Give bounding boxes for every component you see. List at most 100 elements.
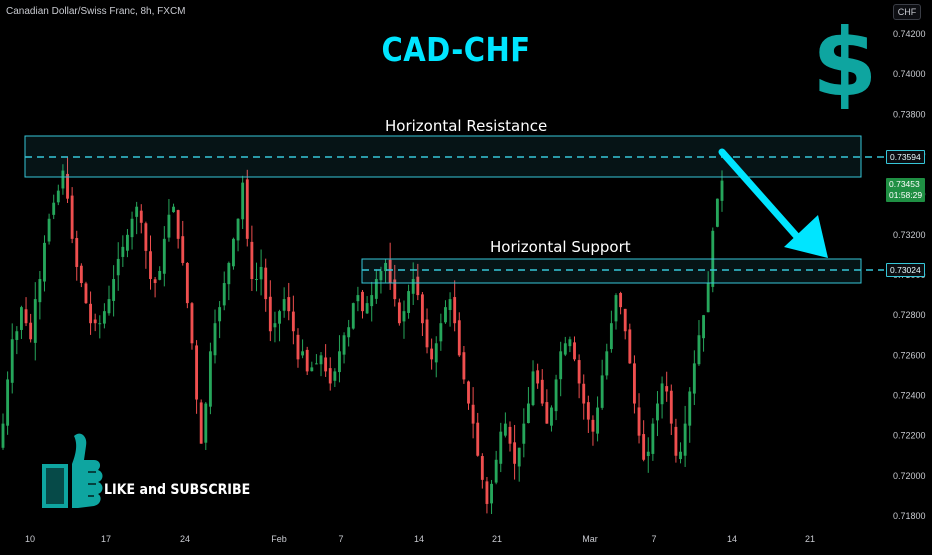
y-tick-label: 0.72000: [893, 471, 926, 481]
candle-body: [264, 267, 268, 300]
currency-button[interactable]: CHF: [893, 4, 921, 20]
candle-body: [573, 342, 576, 360]
candle-body: [245, 179, 249, 239]
candle-body: [526, 403, 530, 424]
candle-body: [305, 349, 309, 372]
candle-body: [130, 218, 134, 238]
candle-body: [453, 297, 457, 324]
candle-body: [213, 323, 217, 356]
like-subscribe-text: LIKE and SUBSCRIBE: [104, 482, 251, 498]
candle-body: [84, 283, 88, 304]
candle-body: [98, 323, 102, 325]
candle-body: [47, 218, 51, 242]
candle-body: [218, 307, 222, 322]
candle-body: [485, 481, 489, 504]
candle-body: [628, 329, 632, 364]
candle-body: [153, 279, 157, 284]
y-tick-label: 0.72600: [893, 350, 926, 360]
candle-body: [656, 403, 659, 421]
candle-body: [319, 355, 323, 365]
candle-body: [411, 279, 415, 294]
candle-body: [600, 375, 604, 408]
symbol-info: Canadian Dollar/Swiss Franc, 8h, FXCM: [6, 6, 186, 17]
candle-body: [139, 210, 143, 223]
candle-body: [563, 343, 567, 355]
candle-body: [52, 202, 56, 215]
bar-countdown: 01:58:29: [889, 190, 923, 200]
candle-body: [550, 407, 553, 426]
candle-body: [448, 299, 452, 311]
candle-body: [365, 303, 369, 314]
support-price-tag: 0.73024: [886, 263, 925, 277]
candle-body: [70, 195, 74, 239]
candle-body: [462, 352, 466, 380]
candle-body: [199, 402, 203, 444]
projection-arrow: [718, 148, 828, 258]
candle-body: [609, 323, 613, 350]
candle-body: [107, 299, 111, 314]
candle-body: [33, 299, 37, 343]
candle-body: [116, 258, 120, 276]
candle-body: [135, 206, 139, 217]
y-tick-label: 0.74200: [893, 29, 926, 39]
candle-body: [185, 262, 189, 304]
candle-body: [250, 241, 254, 280]
x-tick-label: Mar: [582, 534, 598, 544]
candle-body: [66, 173, 69, 199]
candle-body: [651, 423, 655, 454]
candle-body: [268, 296, 272, 332]
support-zone[interactable]: [361, 258, 862, 284]
candle-body: [282, 299, 286, 311]
candle-body: [480, 456, 484, 480]
candle-body: [586, 402, 590, 420]
candle-body: [388, 259, 392, 284]
support-label: Horizontal Support: [490, 238, 631, 256]
dollar-sign-icon: $: [812, 9, 878, 118]
candle-body: [172, 206, 175, 213]
candle-body: [660, 383, 664, 405]
candle-body: [379, 270, 383, 281]
candle-body: [393, 279, 397, 300]
candle-body: [577, 360, 581, 384]
chart-title: CAD-CHF: [381, 30, 531, 69]
candle-body: [232, 238, 235, 267]
y-tick-label: 0.71800: [893, 511, 926, 521]
candle-body: [149, 251, 152, 280]
candle-body: [93, 319, 97, 324]
candle-body: [702, 315, 705, 339]
x-tick-label: 21: [492, 534, 502, 544]
candle-body: [338, 351, 341, 373]
candle-body: [361, 291, 364, 312]
candle-body: [204, 403, 208, 443]
time-axis[interactable]: 10 17 24 Feb 7 14 21 Mar 7 14 21: [25, 534, 815, 544]
candle-body: [351, 303, 355, 329]
candle-body: [190, 303, 194, 344]
candle-body: [328, 368, 332, 384]
candle-body: [259, 266, 263, 280]
candle-body: [278, 311, 281, 324]
candle-body: [43, 242, 46, 282]
resistance-label: Horizontal Resistance: [385, 117, 548, 135]
candle-body: [444, 307, 447, 323]
candle-body: [605, 351, 609, 376]
candle-body: [273, 323, 277, 328]
candle-body: [665, 386, 669, 392]
candle-body: [356, 295, 360, 302]
candle-body: [596, 407, 599, 434]
candle-body: [642, 434, 646, 460]
candle-body: [706, 283, 710, 313]
candle-body: [61, 170, 65, 189]
candle-body: [314, 363, 318, 365]
resistance-price-tag: 0.73594: [886, 150, 925, 164]
candle-body: [370, 295, 374, 307]
candle-body: [554, 379, 558, 412]
candle-body: [697, 335, 701, 365]
candle-body: [342, 335, 346, 355]
candle-body: [158, 270, 162, 280]
candle-body: [236, 218, 240, 241]
candle-body: [434, 343, 438, 363]
candle-body: [10, 339, 14, 383]
candle-body: [692, 363, 696, 394]
candle-body: [347, 327, 351, 338]
